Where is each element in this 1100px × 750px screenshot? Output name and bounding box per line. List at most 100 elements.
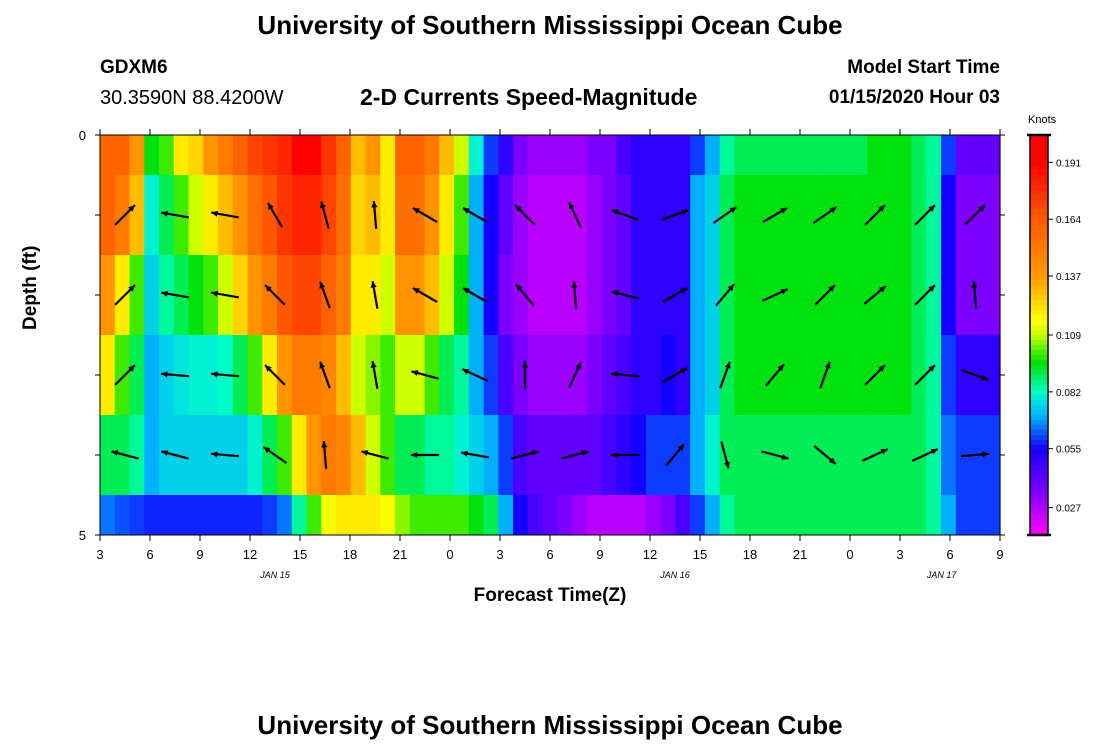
colorbar-segment bbox=[1030, 470, 1048, 476]
heatmap-cell bbox=[542, 255, 558, 335]
heatmap-cell bbox=[232, 135, 249, 175]
x-tick-label: 0 bbox=[846, 547, 853, 562]
heatmap-cell bbox=[277, 415, 293, 495]
heatmap-cell bbox=[454, 175, 470, 255]
heatmap-cell bbox=[911, 135, 927, 175]
heatmap-cell bbox=[350, 495, 367, 535]
heatmap-cell bbox=[852, 175, 868, 255]
heatmap-cell bbox=[380, 135, 396, 175]
x-tick-label: 6 bbox=[546, 547, 553, 562]
heatmap-cell bbox=[114, 175, 131, 255]
heatmap-cell bbox=[173, 415, 190, 495]
heatmap-cell bbox=[719, 255, 736, 335]
x-axis-label: Forecast Time(Z) bbox=[473, 585, 627, 606]
heatmap-cell bbox=[955, 335, 972, 415]
colorbar-segment bbox=[1030, 375, 1048, 381]
current-vector-head bbox=[128, 205, 135, 212]
heatmap-cell bbox=[690, 135, 706, 175]
heatmap-cell bbox=[822, 175, 839, 255]
heatmap-cell bbox=[542, 335, 558, 415]
heatmap-cell bbox=[911, 255, 927, 335]
heatmap-cell bbox=[129, 255, 145, 335]
heatmap-cell bbox=[867, 495, 883, 535]
heatmap-cell bbox=[247, 255, 263, 335]
colorbar-segment bbox=[1030, 475, 1048, 481]
heatmap-cell bbox=[940, 135, 957, 175]
colorbar-segment bbox=[1030, 140, 1048, 146]
heatmap-cell bbox=[291, 255, 308, 335]
heatmap-cell bbox=[616, 135, 632, 175]
colorbar-segment bbox=[1030, 510, 1048, 516]
heatmap-cell bbox=[424, 495, 440, 535]
heatmap-cell bbox=[395, 415, 411, 495]
heatmap-cell bbox=[262, 415, 278, 495]
heatmap-cell bbox=[926, 415, 942, 495]
colorbar-segment bbox=[1030, 355, 1048, 361]
current-vector-head bbox=[161, 450, 169, 456]
heatmap-cell bbox=[645, 335, 662, 415]
heatmap-cell bbox=[203, 495, 219, 535]
heatmap-cell bbox=[940, 335, 957, 415]
colorbar-segment bbox=[1030, 225, 1048, 231]
heatmap-cell bbox=[247, 335, 263, 415]
heatmap-cell bbox=[572, 495, 588, 535]
heatmap-cell bbox=[881, 495, 898, 535]
heatmap-cell bbox=[291, 335, 308, 415]
heatmap-cell bbox=[808, 495, 824, 535]
x-tick-label: 3 bbox=[896, 547, 903, 562]
heatmap-cell bbox=[837, 415, 854, 495]
heatmap-cell bbox=[601, 415, 617, 495]
heatmap-cell bbox=[675, 335, 691, 415]
current-vector-head bbox=[982, 451, 989, 458]
current-vector-head bbox=[878, 286, 886, 293]
colorbar-segment bbox=[1030, 315, 1048, 321]
heatmap-cell bbox=[144, 415, 160, 495]
current-vector-head bbox=[370, 361, 377, 368]
heatmap-cell bbox=[306, 335, 322, 415]
colorbar-segment bbox=[1030, 255, 1048, 261]
heatmap-cell bbox=[586, 255, 603, 335]
heatmap-cell bbox=[572, 335, 588, 415]
heatmap-cell bbox=[926, 175, 942, 255]
heatmap-cell bbox=[719, 415, 736, 495]
colorbar-segment bbox=[1030, 155, 1048, 161]
colorbar-segment bbox=[1030, 145, 1048, 151]
heatmap-cell bbox=[114, 335, 131, 415]
heatmap-cell bbox=[513, 175, 529, 255]
heatmap-cell bbox=[513, 335, 529, 415]
current-vector-head bbox=[981, 374, 989, 381]
heatmap-cell bbox=[749, 255, 765, 335]
heatmap-cell bbox=[749, 335, 765, 415]
heatmap-cell bbox=[527, 135, 544, 175]
x-tick-label: 21 bbox=[393, 547, 407, 562]
heatmap-cell bbox=[232, 175, 249, 255]
heatmap-cell bbox=[114, 135, 131, 175]
current-vector-head bbox=[880, 449, 888, 455]
heatmap-cell bbox=[793, 255, 809, 335]
colorbar-segment bbox=[1030, 530, 1048, 536]
x-tick-label: 3 bbox=[496, 547, 503, 562]
heatmap-cell bbox=[911, 415, 927, 495]
heatmap-cell bbox=[645, 175, 662, 255]
heatmap-cell bbox=[247, 135, 263, 175]
heatmap-cell bbox=[424, 175, 440, 255]
x-tick-label: 9 bbox=[196, 547, 203, 562]
heatmap-cell bbox=[616, 495, 632, 535]
heatmap-cell bbox=[896, 415, 913, 495]
heatmap-cell bbox=[247, 175, 263, 255]
current-vector-head bbox=[777, 364, 784, 372]
heatmap-cell bbox=[232, 255, 249, 335]
colorbar-tick-label: 0.109 bbox=[1056, 331, 1081, 342]
heatmap-cell bbox=[291, 495, 308, 535]
heatmap-cell bbox=[881, 415, 898, 495]
heatmap-cell bbox=[395, 495, 411, 535]
heatmap-cell bbox=[734, 415, 750, 495]
colorbar-unit-label: Knots bbox=[1028, 114, 1057, 126]
colorbar-segment bbox=[1030, 195, 1048, 201]
heatmap-cell bbox=[129, 415, 145, 495]
heatmap-cell bbox=[100, 255, 116, 335]
heatmap-cell bbox=[719, 335, 736, 415]
heatmap-cell bbox=[734, 255, 750, 335]
heatmap-cell bbox=[424, 255, 440, 335]
heatmap-cell bbox=[985, 175, 1001, 255]
